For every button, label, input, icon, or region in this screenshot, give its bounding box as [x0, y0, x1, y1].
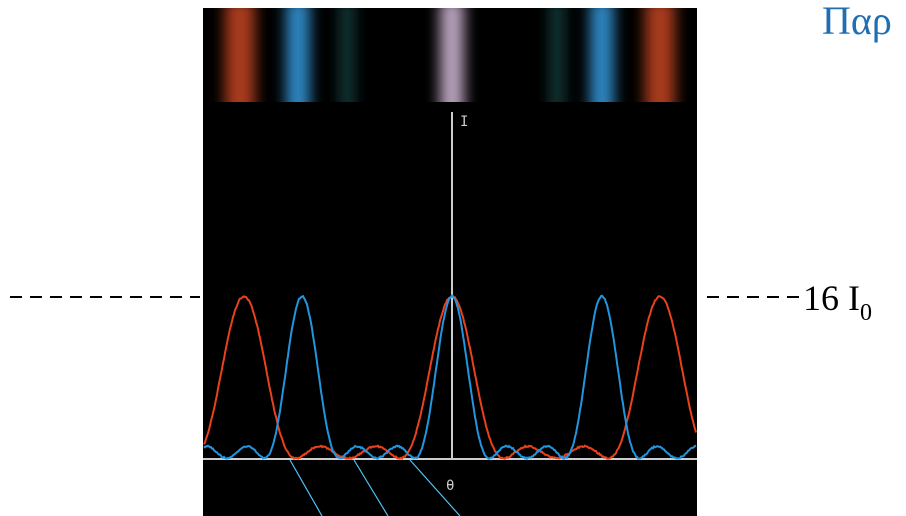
level-text: 16 I: [803, 278, 860, 318]
blue-fringe: [286, 0, 310, 120]
faint-fringe: [550, 0, 564, 120]
angle-label: θ: [446, 478, 454, 494]
level-label: 16 I0: [803, 278, 872, 326]
level-subscript: 0: [860, 300, 872, 326]
intensity-label: I: [460, 114, 468, 130]
slide-title: Παρ: [822, 0, 892, 43]
faint-fringe: [340, 0, 354, 120]
fringe-band: [225, 0, 675, 120]
blue-fringe: [590, 0, 614, 120]
center-fringe: [440, 0, 464, 120]
red-fringe: [225, 0, 255, 120]
red-fringe: [645, 0, 675, 120]
